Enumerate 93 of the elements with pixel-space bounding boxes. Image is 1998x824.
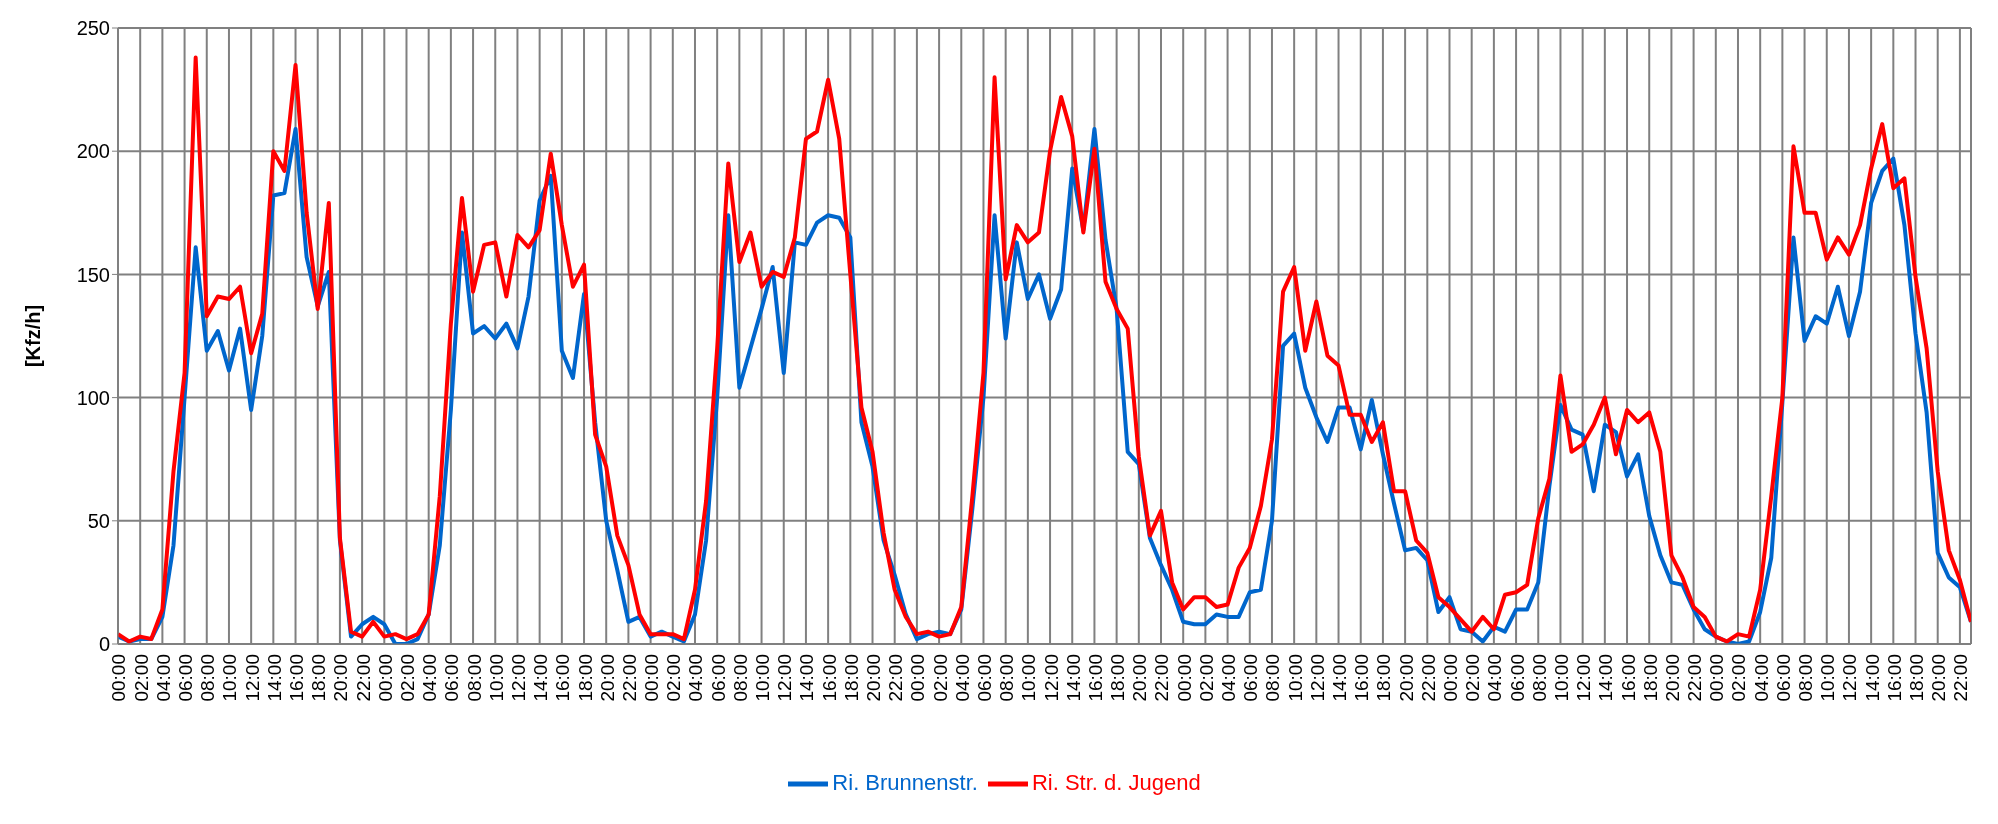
x-tick-label: 00:00 [374,654,396,702]
x-tick-label: 20:00 [1395,654,1417,702]
x-tick-label: 10:00 [1817,654,1839,702]
x-tick-label: 18:00 [1107,654,1129,702]
x-tick-label: 08:00 [996,654,1018,702]
x-tick-label: 18:00 [574,654,596,702]
x-tick-label: 04:00 [1218,654,1240,702]
x-tick-label: 12:00 [1573,654,1595,702]
x-tick-label: 14:00 [1595,654,1617,702]
x-tick-label: 00:00 [907,654,929,702]
x-tick-label: 10:00 [1284,654,1306,702]
x-tick-label: 12:00 [507,654,529,702]
x-tick-label: 14:00 [1062,654,1084,702]
x-tick-label: 08:00 [1795,654,1817,702]
y-axis-title: [Kfz/h] [22,304,45,368]
x-tick-label: 22:00 [1684,654,1706,702]
x-tick-label: 16:00 [818,654,840,702]
x-tick-label: 10:00 [752,654,774,702]
x-tick-label: 10:00 [485,654,507,702]
y-tick-label: 0 [98,633,110,656]
x-tick-label: 20:00 [330,654,352,702]
x-tick-label: 02:00 [1462,654,1484,702]
x-tick-label: 04:00 [152,654,174,702]
y-tick-label: 250 [76,17,110,40]
y-tick-label: 150 [76,263,110,286]
y-tick-label: 100 [76,386,110,409]
x-tick-label: 06:00 [1506,654,1528,702]
x-tick-label: 14:00 [530,654,552,702]
x-tick-label: 12:00 [1040,654,1062,702]
x-tick-label: 22:00 [1151,654,1173,702]
x-tick-label: 02:00 [1728,654,1750,702]
x-tick-label: 06:00 [1240,654,1262,702]
x-tick-label: 18:00 [1639,654,1661,702]
x-tick-label: 08:00 [1528,654,1550,702]
x-tick-label: 22:00 [618,654,640,702]
x-tick-label: 06:00 [441,654,463,702]
x-tick-label: 00:00 [1439,654,1461,702]
x-tick-label: 22:00 [885,654,907,702]
x-tick-label: 18:00 [1373,654,1395,702]
x-tick-label: 12:00 [1839,654,1861,702]
x-tick-label: 22:00 [1950,654,1972,702]
x-tick-label: 18:00 [840,654,862,702]
x-tick-label: 16:00 [1617,654,1639,702]
x-tick-label: 08:00 [1262,654,1284,702]
x-tick-label: 16:00 [552,654,574,702]
x-tick-label: 20:00 [1129,654,1151,702]
x-tick-label: 14:00 [263,654,285,702]
x-tick-label: 04:00 [685,654,707,702]
y-tick-label: 200 [76,140,110,163]
x-tick-label: 14:00 [1861,654,1883,702]
x-tick-label: 02:00 [663,654,685,702]
x-tick-label: 02:00 [1195,654,1217,702]
x-tick-label: 02:00 [130,654,152,702]
x-tick-label: 14:00 [1329,654,1351,702]
x-tick-label: 18:00 [1906,654,1928,702]
legend-label: Ri. Str. d. Jugend [1031,769,1201,795]
x-tick-label: 02:00 [396,654,418,702]
x-tick-label: 04:00 [1484,654,1506,702]
x-tick-label: 14:00 [796,654,818,702]
x-tick-label: 06:00 [707,654,729,702]
x-tick-label: 16:00 [1883,654,1905,702]
x-tick-label: 04:00 [951,654,973,702]
x-tick-label: 12:00 [241,654,263,702]
x-tick-label: 00:00 [641,654,663,702]
x-tick-label: 00:00 [108,654,130,702]
x-tick-label: 06:00 [175,654,197,702]
x-tick-label: 16:00 [1084,654,1106,702]
x-tick-label: 12:00 [774,654,796,702]
x-tick-label: 20:00 [596,654,618,702]
x-tick-label: 22:00 [1417,654,1439,702]
x-tick-label: 02:00 [929,654,951,702]
y-tick-label: 50 [87,509,110,532]
x-tick-label: 00:00 [1706,654,1728,702]
x-tick-label: 08:00 [197,654,219,702]
x-tick-label: 10:00 [219,654,241,702]
x-tick-label: 04:00 [419,654,441,702]
x-tick-label: 04:00 [1750,654,1772,702]
x-tick-label: 20:00 [1928,654,1950,702]
x-tick-label: 10:00 [1018,654,1040,702]
x-tick-label: 16:00 [286,654,308,702]
x-tick-label: 00:00 [1173,654,1195,702]
x-tick-label: 08:00 [729,654,751,702]
x-tick-label: 10:00 [1550,654,1572,702]
x-tick-label: 22:00 [352,654,374,702]
x-tick-label: 12:00 [1306,654,1328,702]
x-tick-label: 16:00 [1351,654,1373,702]
legend-label: Ri. Brunnenstr. [832,769,978,795]
x-tick-label: 06:00 [1772,654,1794,702]
x-tick-label: 18:00 [308,654,330,702]
x-tick-label: 08:00 [463,654,485,702]
x-tick-label: 06:00 [973,654,995,702]
x-tick-label: 20:00 [863,654,884,702]
x-tick-label: 20:00 [1661,654,1683,702]
